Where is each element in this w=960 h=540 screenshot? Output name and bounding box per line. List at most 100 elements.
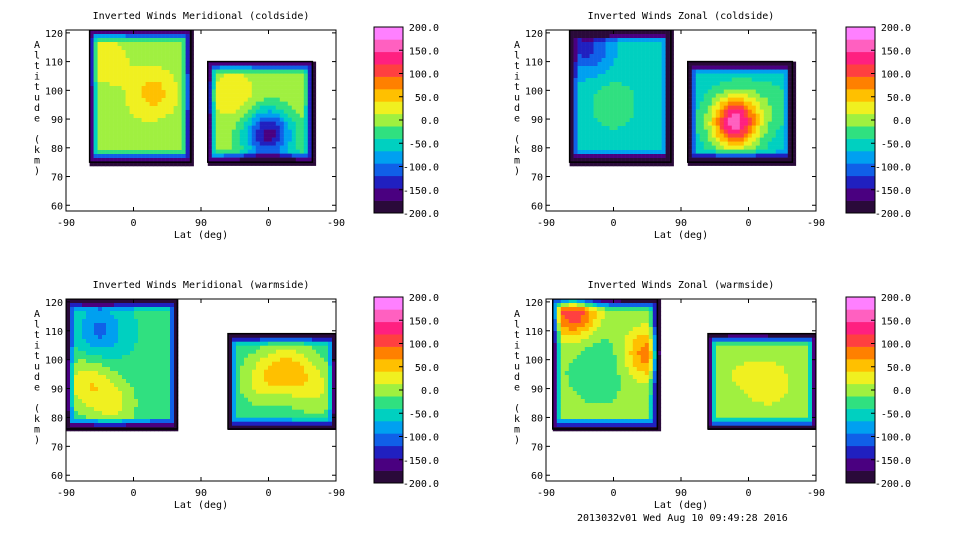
heat-cell (605, 58, 610, 63)
heat-cell (715, 101, 721, 106)
heat-cell (609, 154, 614, 159)
heat-cell (723, 117, 729, 122)
heat-cell (645, 138, 650, 143)
heat-cell (146, 303, 151, 308)
heat-cell (133, 158, 138, 163)
heat-cell (661, 66, 666, 71)
heat-cell (695, 121, 701, 126)
heat-cell (228, 385, 233, 390)
heat-cell (243, 97, 249, 102)
heat-cell (149, 142, 154, 147)
heat-cell (141, 46, 146, 51)
heat-cell (146, 391, 151, 396)
heat-cell (751, 117, 757, 122)
heat-cell (661, 146, 666, 151)
x-tick-label: -90 (327, 488, 345, 499)
heat-cell (118, 395, 123, 400)
heat-cell (727, 161, 733, 166)
heat-cell (149, 78, 154, 83)
heat-cell (759, 61, 765, 66)
heat-cell (227, 145, 233, 150)
heat-cell (165, 130, 170, 135)
heat-cell (260, 357, 265, 362)
heat-cell (173, 78, 178, 83)
heat-cell (122, 343, 127, 348)
heat-cell (715, 77, 721, 82)
heat-cell (779, 109, 785, 114)
heat-cell (170, 327, 175, 332)
heat-cell (185, 110, 190, 115)
heat-cell (699, 93, 705, 98)
heat-cell (687, 137, 693, 142)
heat-cell (129, 74, 134, 79)
heat-cell (97, 86, 102, 91)
heat-cell (645, 50, 650, 55)
heat-cell (569, 114, 574, 119)
y-tick-label: 90 (51, 385, 63, 396)
heat-cell (66, 355, 71, 360)
heat-cell (260, 353, 265, 358)
heat-cell (649, 146, 654, 151)
heat-cell (755, 157, 761, 162)
heat-cell (577, 42, 582, 47)
heat-cell (98, 343, 103, 348)
heat-cell (288, 377, 293, 382)
heat-cell (307, 69, 313, 74)
heat-cell (577, 142, 582, 147)
heat-cell (134, 395, 139, 400)
heat-cell (211, 69, 217, 74)
heat-cell (320, 337, 325, 342)
heat-cell (276, 337, 281, 342)
heat-cell (149, 138, 154, 143)
heat-cell (303, 101, 309, 106)
heat-cell (569, 50, 574, 55)
heat-cell (605, 90, 610, 95)
heat-cell (589, 42, 594, 47)
heat-cell (601, 122, 606, 127)
heat-cell (239, 77, 245, 82)
heat-cell (621, 158, 626, 163)
heat-cell (771, 157, 777, 162)
heat-cell (157, 102, 162, 107)
heat-cell (739, 97, 745, 102)
heat-cell (78, 343, 83, 348)
heat-cell (114, 407, 119, 412)
heat-cell (110, 383, 115, 388)
heat-cell (621, 162, 626, 167)
heat-cell (153, 86, 158, 91)
heat-cell (284, 417, 289, 422)
heat-cell (597, 110, 602, 115)
heat-cell (787, 141, 793, 146)
heat-cell (109, 154, 114, 159)
heat-cell (133, 46, 138, 51)
heat-cell (657, 162, 662, 167)
heat-cell (149, 150, 154, 155)
heat-cell (129, 86, 134, 91)
heat-cell (633, 54, 638, 59)
heat-cell (244, 369, 249, 374)
heat-cell (256, 353, 261, 358)
heat-cell (93, 122, 98, 127)
colorbar-swatch (374, 470, 403, 484)
heat-cell (657, 122, 662, 127)
heat-cell (181, 102, 186, 107)
heat-cell (577, 162, 582, 167)
heat-cell (787, 145, 793, 150)
heat-cell (312, 393, 317, 398)
heat-cell (117, 106, 122, 111)
heat-cell (255, 141, 261, 146)
heat-cell (114, 303, 119, 308)
heat-cell (300, 365, 305, 370)
heat-cell (174, 299, 179, 304)
heat-cell (98, 335, 103, 340)
heat-cell (259, 69, 265, 74)
heat-cell (328, 349, 333, 354)
heat-cell (126, 323, 131, 328)
heat-cell (142, 379, 147, 384)
heat-cell (211, 113, 217, 118)
heat-cell (207, 121, 213, 126)
heat-cell (267, 157, 273, 162)
heat-cell (759, 117, 765, 122)
heat-cell (296, 337, 301, 342)
heat-cell (691, 69, 697, 74)
